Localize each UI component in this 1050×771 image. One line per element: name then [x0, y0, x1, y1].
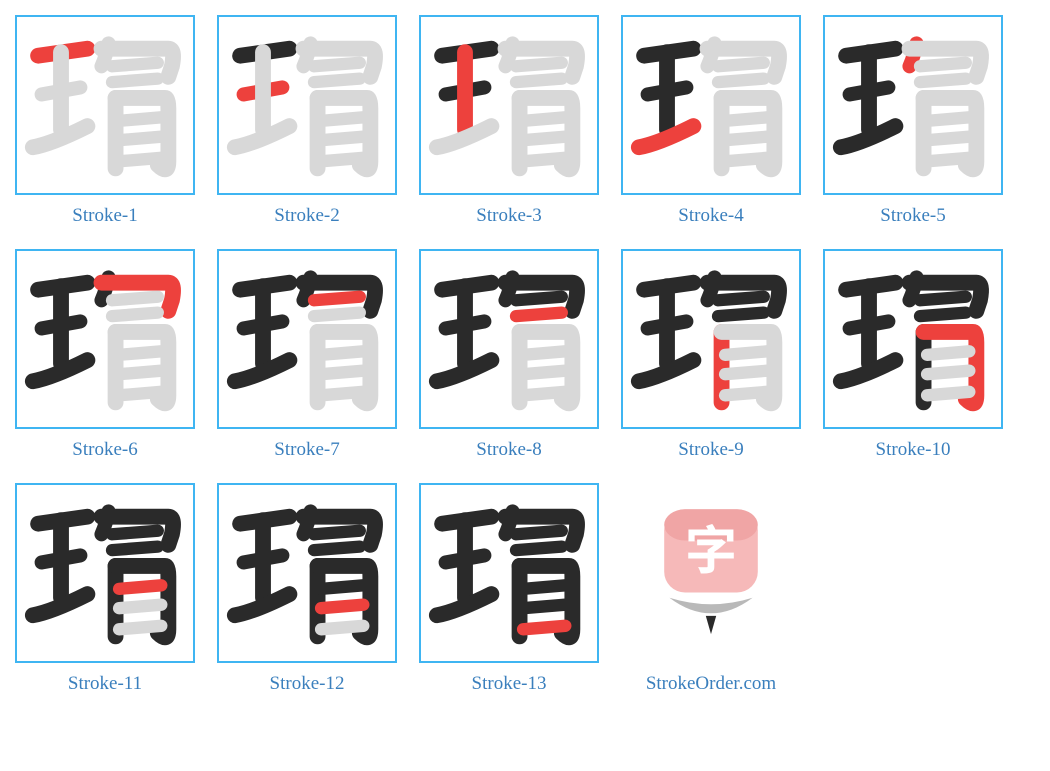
stroke-cell-5: Stroke-5 [823, 15, 1003, 227]
stroke-tile-7 [217, 249, 397, 429]
stroke-cell-12: Stroke-12 [217, 483, 397, 695]
stroke-tile-2 [217, 15, 397, 195]
stroke-caption-9[interactable]: Stroke-9 [678, 439, 743, 461]
stroke-caption-4[interactable]: Stroke-4 [678, 205, 743, 227]
stroke-caption-12[interactable]: Stroke-12 [270, 673, 345, 695]
stroke-tile-13 [419, 483, 599, 663]
site-logo: 字 [621, 483, 801, 663]
stroke-cell-1: Stroke-1 [15, 15, 195, 227]
stroke-cell-6: Stroke-6 [15, 249, 195, 461]
stroke-caption-7[interactable]: Stroke-7 [274, 439, 339, 461]
stroke-cell-8: Stroke-8 [419, 249, 599, 461]
stroke-caption-5[interactable]: Stroke-5 [880, 205, 945, 227]
stroke-tile-4 [621, 15, 801, 195]
stroke-tile-6 [15, 249, 195, 429]
stroke-caption-13[interactable]: Stroke-13 [472, 673, 547, 695]
stroke-caption-6[interactable]: Stroke-6 [72, 439, 137, 461]
stroke-caption-10[interactable]: Stroke-10 [876, 439, 951, 461]
stroke-caption-3[interactable]: Stroke-3 [476, 205, 541, 227]
stroke-caption-1[interactable]: Stroke-1 [72, 205, 137, 227]
stroke-caption-8[interactable]: Stroke-8 [476, 439, 541, 461]
stroke-tile-1 [15, 15, 195, 195]
stroke-tile-10 [823, 249, 1003, 429]
stroke-cell-3: Stroke-3 [419, 15, 599, 227]
stroke-tile-5 [823, 15, 1003, 195]
stroke-cell-4: Stroke-4 [621, 15, 801, 227]
stroke-cell-2: Stroke-2 [217, 15, 397, 227]
stroke-tile-9 [621, 249, 801, 429]
logo-cell: 字 StrokeOrder.com [621, 483, 801, 695]
stroke-cell-7: Stroke-7 [217, 249, 397, 461]
stroke-cell-9: Stroke-9 [621, 249, 801, 461]
stroke-caption-11[interactable]: Stroke-11 [68, 673, 142, 695]
site-caption[interactable]: StrokeOrder.com [646, 673, 776, 695]
stroke-tile-3 [419, 15, 599, 195]
stroke-tile-12 [217, 483, 397, 663]
stroke-tile-11 [15, 483, 195, 663]
stroke-grid: Stroke-1 Stroke-2 Stroke-3 Stroke-4 Stroke-5… [15, 15, 1035, 695]
stroke-caption-2[interactable]: Stroke-2 [274, 205, 339, 227]
stroke-tile-8 [419, 249, 599, 429]
stroke-cell-10: Stroke-10 [823, 249, 1003, 461]
svg-text:字: 字 [685, 523, 737, 581]
stroke-cell-13: Stroke-13 [419, 483, 599, 695]
stroke-cell-11: Stroke-11 [15, 483, 195, 695]
